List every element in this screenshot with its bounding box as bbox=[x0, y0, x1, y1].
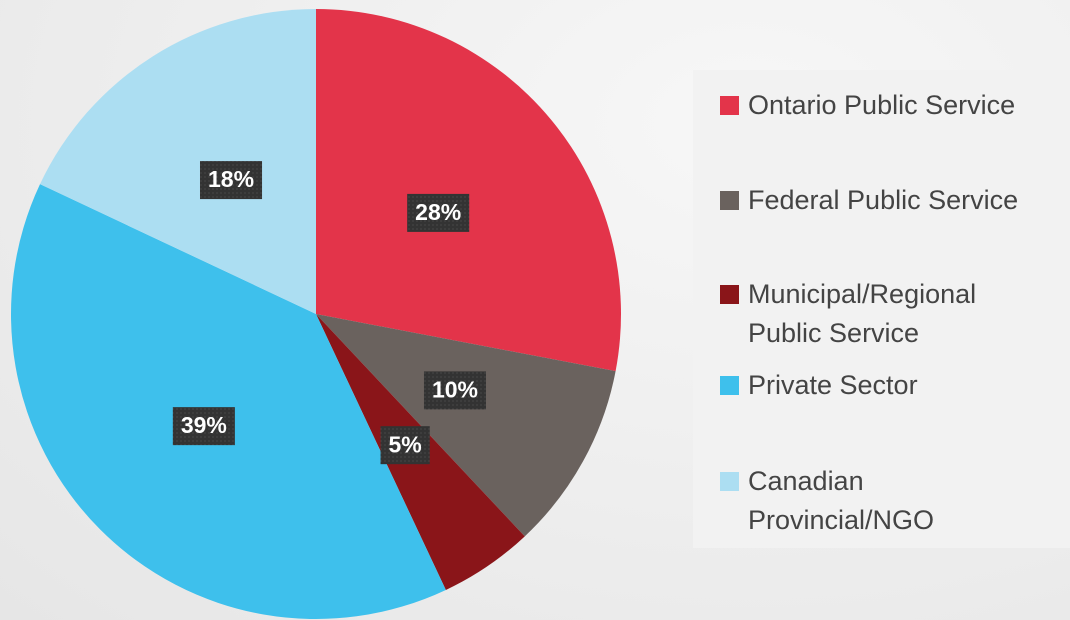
legend-swatch bbox=[720, 285, 739, 304]
legend-swatch bbox=[720, 472, 739, 491]
pie-slice bbox=[316, 9, 621, 372]
legend: Ontario Public Service Federal Public Ser… bbox=[693, 70, 1070, 548]
data-label-box bbox=[380, 426, 430, 465]
legend-item: Federal Public Service bbox=[720, 181, 1068, 220]
pie-slice bbox=[10, 184, 446, 619]
data-label-box bbox=[423, 371, 487, 410]
data-label-box bbox=[172, 407, 235, 446]
data-label-box bbox=[407, 193, 470, 232]
legend-swatch bbox=[720, 191, 739, 210]
pie-slice bbox=[40, 9, 317, 314]
data-label-text: 18% bbox=[208, 166, 254, 192]
legend-label: Private Sector bbox=[748, 370, 918, 400]
data-label-text: 39% bbox=[181, 412, 227, 438]
legend-swatch bbox=[720, 376, 739, 395]
data-label: 10% bbox=[423, 371, 487, 410]
legend-label: Canadian Provincial/NGO bbox=[748, 466, 935, 535]
legend-swatch bbox=[720, 96, 739, 115]
legend-item: Municipal/Regional Public Service bbox=[720, 275, 1028, 353]
legend-item: Ontario Public Service bbox=[720, 86, 1068, 125]
legend-label: Municipal/Regional Public Service bbox=[748, 279, 977, 348]
legend-label: Federal Public Service bbox=[748, 185, 1019, 215]
legend-item: Canadian Provincial/NGO bbox=[720, 462, 1028, 540]
pie-slice bbox=[316, 314, 616, 537]
data-label-box bbox=[199, 161, 263, 200]
data-label-text: 10% bbox=[432, 376, 478, 402]
data-label-text: 28% bbox=[415, 199, 461, 225]
data-label: 28% bbox=[407, 193, 470, 232]
data-label: 18% bbox=[199, 161, 263, 200]
data-label: 39% bbox=[172, 407, 235, 446]
legend-item: Private Sector bbox=[720, 366, 1068, 405]
legend-label: Ontario Public Service bbox=[748, 90, 1016, 120]
data-label: 5% bbox=[380, 426, 430, 465]
data-label-text: 5% bbox=[389, 431, 422, 457]
